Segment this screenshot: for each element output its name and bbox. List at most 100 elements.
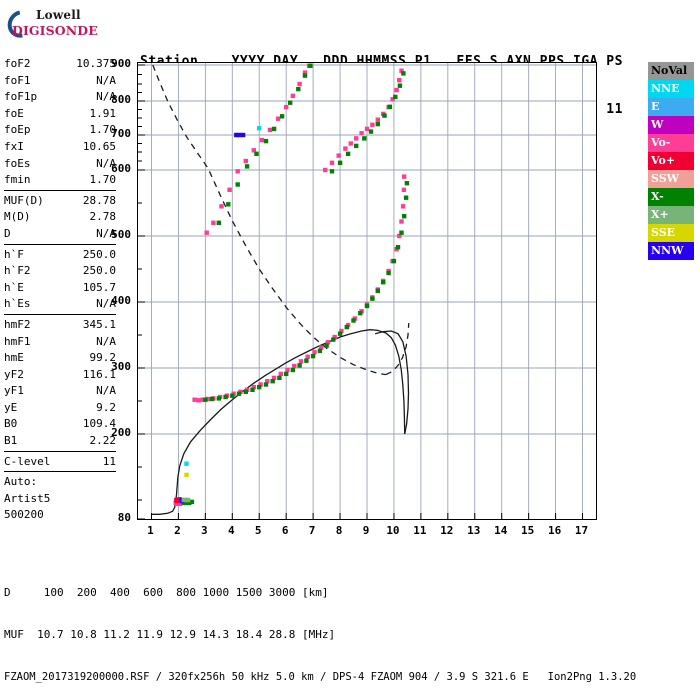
parameter-value: 11 — [102, 454, 116, 468]
parameter-value: 1.70 — [89, 173, 117, 187]
legend-item-ssw[interactable]: SSW — [648, 170, 694, 188]
parameter-value: N/A — [96, 297, 116, 311]
series-vo-ordinary-echoes- — [173, 174, 407, 506]
parameter-value: 116.1 — [82, 367, 116, 381]
parameter-key: yF2 — [4, 367, 24, 381]
parameter-key: B1 — [4, 434, 18, 448]
x-axis-tick-label: 15 — [521, 524, 535, 537]
footer-file-row: FZAOM_2017319200000.RSF / 320fx256h 50 k… — [4, 671, 637, 683]
parameter-row: hmF1 N/A — [4, 334, 116, 351]
parameter-row: foF2 10.375 — [4, 56, 116, 73]
parameter-key: h`Es — [4, 297, 31, 311]
ionogram-canvas — [138, 63, 596, 519]
parameter-row: yE 9.2 — [4, 400, 116, 417]
parameter-key: hmE — [4, 351, 24, 365]
legend-item-w[interactable]: W — [648, 116, 694, 134]
y-axis-tick-label: 800 — [111, 93, 131, 106]
parameter-row: C-level 11 — [4, 454, 116, 471]
legend-item-noval[interactable]: NoVal — [648, 62, 694, 80]
logo-digisonde-text: DIGISONDE — [12, 23, 98, 38]
parameter-row: foEs N/A — [4, 156, 116, 173]
parameter-key: MUF(D) — [4, 193, 44, 207]
overlay-muf-overlay-lower-branch — [385, 323, 410, 376]
parameter-row: h`F 250.0 — [4, 247, 116, 264]
axis-ticks — [138, 64, 584, 519]
parameter-row: MUF(D) 28.78 — [4, 193, 116, 210]
legend-item-x-[interactable]: X+ — [648, 206, 694, 224]
parameter-group: C-level 11 — [4, 454, 116, 473]
ionogram-plot[interactable] — [137, 62, 597, 520]
x-axis-tick-label: 3 — [201, 524, 208, 537]
x-axis-tick-label: 16 — [547, 524, 562, 537]
y-axis-tick-label: 500 — [111, 228, 131, 241]
series-nne — [184, 126, 262, 466]
legend-item-nnw[interactable]: NNW — [648, 242, 694, 260]
parameter-row: fmin 1.70 — [4, 172, 116, 189]
parameter-key: h`F — [4, 247, 24, 261]
footer-muf-row: MUF 10.7 10.8 11.2 11.9 12.9 14.3 18.4 2… — [4, 628, 336, 641]
parameter-value: N/A — [96, 156, 116, 170]
x-axis-tick-label: 14 — [494, 524, 508, 537]
parameter-row: foF1 N/A — [4, 73, 116, 90]
parameter-key: foF1p — [4, 90, 38, 104]
y-axis-tick-label: 600 — [111, 162, 131, 175]
parameter-key: foF1 — [4, 73, 31, 87]
series-sse — [184, 472, 189, 478]
series-2nd-hop-multiple-reflection-x- — [216, 63, 313, 225]
series-2nd-hop-multiple-reflection-vo- — [204, 63, 312, 235]
digisonde-logo: Lowell DIGISONDE — [2, 5, 128, 43]
legend-item-vo-[interactable]: Vo+ — [648, 152, 694, 170]
parameter-key: yF1 — [4, 384, 24, 398]
x-axis-tick-label: 13 — [467, 524, 481, 537]
ionospheric-parameter-table: foF2 10.375 foF1 N/A foF1p N/A foE 1.91 foEp 1.70… — [4, 56, 116, 524]
parameter-key: foE — [4, 106, 24, 120]
parameter-value: 345.1 — [82, 317, 116, 331]
parameter-group: h`F 250.0 h`F2 250.0 h`E 105.7 h`Es N/A — [4, 247, 116, 315]
series-x- — [181, 497, 191, 503]
parameter-note: Auto: — [4, 475, 38, 489]
parameter-value: 10.65 — [82, 139, 116, 153]
parameter-row: hmE 99.2 — [4, 350, 116, 367]
parameter-value: N/A — [96, 90, 116, 104]
parameter-value: 109.4 — [82, 417, 116, 431]
legend-item-e[interactable]: E — [648, 98, 694, 116]
parameter-note: 500200 — [4, 508, 44, 522]
parameter-row: B0 109.4 — [4, 416, 116, 433]
footer-info: D 100 200 400 600 800 1000 1500 3000 [km… — [4, 558, 636, 698]
legend-item-nne[interactable]: NNE — [648, 80, 694, 98]
parameter-row: M(D) 2.78 — [4, 209, 116, 226]
overlay-electron-density-profile — [151, 329, 406, 515]
parameter-key: yE — [4, 400, 18, 414]
parameter-group: foF2 10.375 foF1 N/A foF1p N/A foE 1.91 foEp 1.70… — [4, 56, 116, 191]
parameter-row: yF1 N/A — [4, 383, 116, 400]
x-axis-tick-label: 1 — [147, 524, 154, 537]
x-axis-tick-label: 2 — [174, 524, 181, 537]
parameter-key: fmin — [4, 173, 31, 187]
x-axis-tick-label: 7 — [308, 524, 316, 537]
overlay-curves — [151, 64, 410, 515]
legend-item-vo-[interactable]: Vo- — [648, 134, 694, 152]
parameter-row: h`E 105.7 — [4, 280, 116, 297]
y-axis-tick-label: 200 — [111, 426, 131, 439]
parameter-row: hmF2 345.1 — [4, 317, 116, 334]
parameter-value: N/A — [96, 73, 116, 87]
y-axis-tick-label: 400 — [111, 294, 131, 307]
parameter-key: D — [4, 226, 11, 240]
overlay-secant-muf-solid-branch — [374, 330, 410, 435]
parameter-key: foF2 — [4, 57, 31, 70]
parameter-value: N/A — [96, 384, 116, 398]
parameter-value: 105.7 — [82, 280, 116, 294]
x-axis-tick-label: 4 — [227, 524, 235, 537]
parameter-group: hmF2 345.1 hmF1 N/A hmE 99.2 yF2 116.1 yF1 N/A yE 9… — [4, 317, 116, 452]
parameter-key: hmF1 — [4, 334, 31, 348]
parameter-key: B0 — [4, 417, 18, 431]
parameter-value: 250.0 — [82, 264, 116, 278]
x-axis-tick-label: 9 — [362, 524, 370, 537]
overlay-muf-transmission-curve-overlay — [152, 64, 387, 376]
parameter-value: 2.78 — [89, 210, 117, 224]
legend-item-x-[interactable]: X- — [648, 188, 694, 206]
parameter-row: yF2 116.1 — [4, 367, 116, 384]
legend-item-sse[interactable]: SSE — [648, 224, 694, 242]
echo-direction-legend: NoVal NNE E W Vo- Vo+ SSW X- X+ SSE NNW — [648, 62, 694, 260]
parameter-key: C-level — [4, 454, 51, 468]
